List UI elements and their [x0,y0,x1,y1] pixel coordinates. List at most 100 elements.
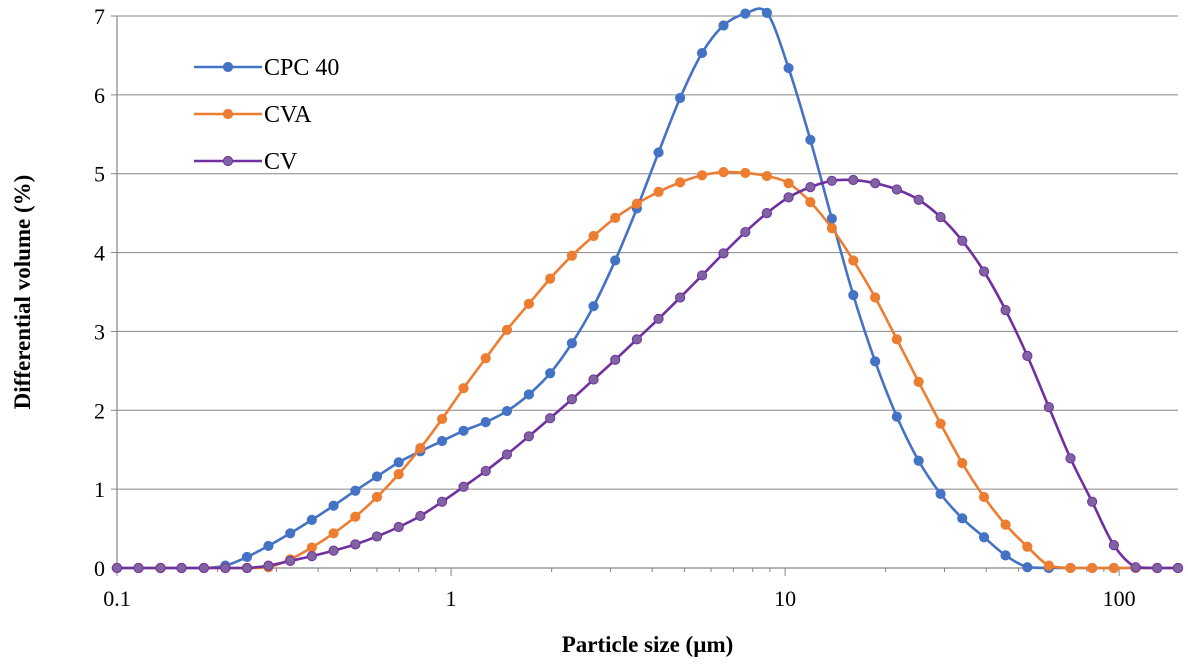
data-point-cva [740,167,751,179]
data-point-cpc-40 [675,92,686,104]
data-point-cv [913,194,924,205]
data-point-cva [523,298,534,309]
data-point-cva [1108,562,1119,574]
data-point-cva [350,511,361,522]
data-point-cva [480,353,491,364]
data-point-cv [1172,562,1184,574]
data-point-cv [155,562,166,574]
data-point-cv [675,292,686,303]
data-point-cv [523,431,534,442]
data-point-cva [306,542,317,553]
data-point-cv [545,413,556,424]
data-point-cva [1065,562,1076,574]
data-point-cpc-40 [371,471,383,482]
data-point-cva [891,334,902,345]
data-point-cv [653,313,664,324]
data-point-cva [371,491,383,503]
data-point-cv [176,562,187,574]
y-tick-label: 1 [94,477,105,502]
data-point-cva [436,413,448,425]
data-point-cpc-40 [241,551,253,563]
data-point-cv [371,531,383,542]
x-tick-label: 100 [1103,586,1136,611]
data-point-cv [111,562,123,574]
data-point-cva [805,197,816,208]
data-point-cv [306,551,317,562]
data-point-cva [1087,562,1098,574]
x-tick-label: 10 [774,586,796,611]
data-point-cva [913,376,924,387]
series-lines [111,7,1184,574]
data-point-cva [870,292,881,303]
data-point-cv [263,560,274,571]
x-axis-title: Particle size (µm) [562,632,734,657]
data-point-cv [501,449,513,460]
data-point-cva [1043,560,1054,571]
data-point-cpc-40 [306,514,317,525]
data-point-cpc-40 [350,485,361,496]
data-point-cpc-40 [848,290,859,301]
data-point-cva [458,383,469,394]
data-point-cv [415,510,426,522]
data-point-cva [328,528,339,539]
data-point-cv [588,374,599,385]
data-point-cpc-40 [978,532,990,543]
data-point-cpc-40 [783,62,794,74]
data-point-cv [610,354,621,365]
data-point-cv [1043,402,1054,413]
data-point-cva [826,223,837,234]
data-point-cv [740,226,751,238]
data-point-cv [1022,350,1033,361]
y-tick-label: 6 [94,83,105,108]
data-point-cpc-40 [653,147,664,158]
data-point-cpc-40 [436,435,448,447]
data-point-cv [393,521,404,533]
data-point-cva [978,491,990,503]
data-point-cva [415,443,426,454]
data-point-cpc-40 [696,47,708,59]
data-point-cpc-40 [523,389,534,400]
legend-marker-cva [222,108,234,120]
data-point-cv [328,545,339,556]
data-point-cva [935,418,946,429]
series-cva [111,167,1184,574]
data-point-cpc-40 [480,417,491,428]
legend-marker-cpc-40 [222,61,234,73]
data-point-cv [957,235,968,246]
data-point-cv [718,248,729,259]
data-point-cva [393,469,404,480]
data-point-cv [935,211,946,223]
data-point-cv [978,266,990,277]
series-cpc-40 [111,7,1184,574]
series-line-cva [117,170,1178,570]
legend-entry-cpc-40: CPC 40 [194,55,339,81]
data-point-cv [891,184,902,195]
y-tick-label: 5 [94,162,105,187]
data-point-cva [566,250,577,261]
data-point-cva [631,198,642,209]
data-point-cva [761,170,773,182]
y-tick-label: 7 [94,4,105,29]
data-point-cv [458,481,469,492]
y-tick-label: 0 [94,556,105,581]
data-point-cva [696,170,708,181]
data-point-cpc-40 [891,411,902,422]
y-axis-title: Differential volume (%) [10,175,35,410]
data-point-cv [1152,562,1163,574]
data-point-cpc-40 [610,255,621,266]
data-point-cpc-40 [957,513,968,524]
data-point-cv [848,174,859,186]
data-point-cv [1108,540,1119,551]
data-point-cv [783,192,794,203]
y-tick-label: 4 [94,241,105,266]
data-point-cpc-40 [588,301,599,312]
data-point-cva [848,255,859,266]
data-point-cpc-40 [393,457,404,468]
data-point-cv [826,175,837,186]
data-point-cv [870,178,881,189]
data-point-cv [696,270,708,281]
y-tick-label: 3 [94,319,105,344]
data-point-cpc-40 [328,500,339,511]
data-point-cv [566,394,577,405]
